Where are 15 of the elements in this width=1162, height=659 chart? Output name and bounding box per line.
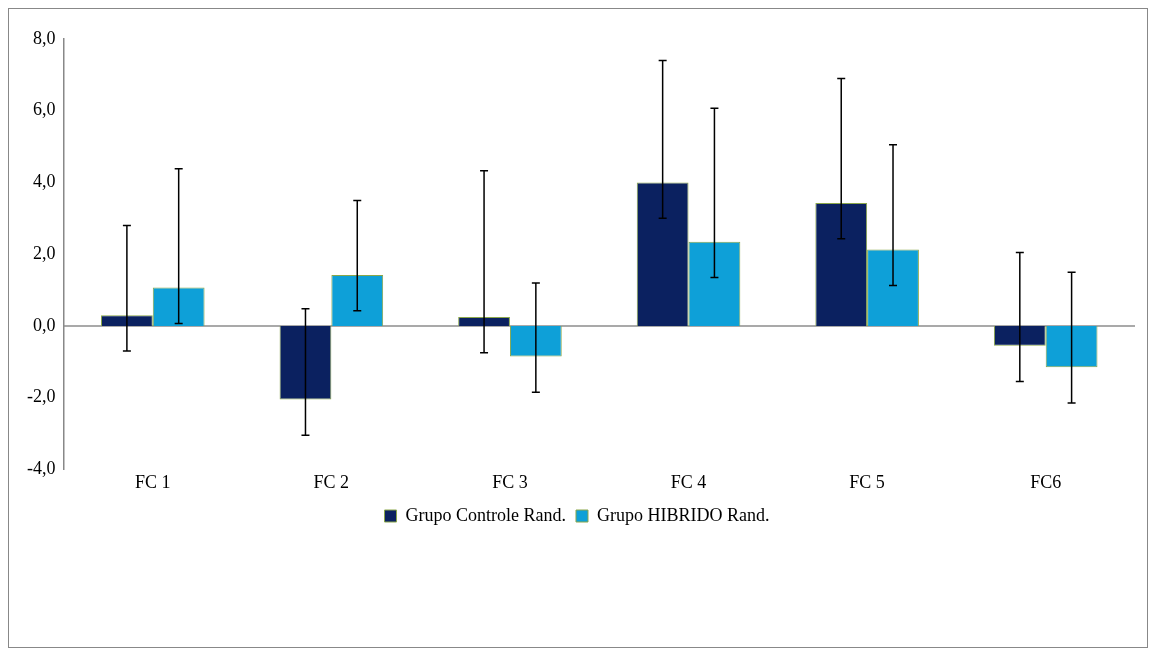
y-tick-label: 0,0 bbox=[32, 314, 56, 335]
y-tick-label: 8,0 bbox=[32, 27, 56, 48]
x-tick-label: FC 3 bbox=[492, 471, 528, 492]
y-tick-label: 4,0 bbox=[32, 171, 56, 192]
y-tick-label: 2,0 bbox=[32, 242, 56, 263]
y-tick-label: -4,0 bbox=[26, 458, 56, 479]
legend-label: Grupo HIBRIDO Rand. bbox=[597, 504, 770, 525]
y-tick-label: 6,0 bbox=[32, 99, 56, 120]
x-tick-label: FC 5 bbox=[849, 471, 885, 492]
x-tick-label: FC 4 bbox=[670, 471, 707, 492]
x-tick-label: FC6 bbox=[1030, 471, 1062, 492]
x-tick-label: FC 2 bbox=[313, 471, 350, 492]
x-tick-label: FC 1 bbox=[135, 471, 171, 492]
legend-label: Grupo Controle Rand. bbox=[405, 504, 566, 525]
y-tick-label: -2,0 bbox=[26, 386, 56, 407]
